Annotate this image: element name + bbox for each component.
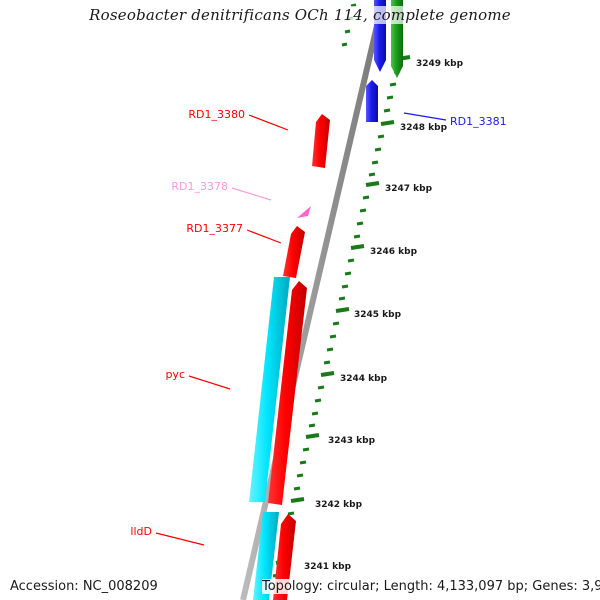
leader-line-RD1_3378 (231, 187, 272, 201)
feature-label-RD1_3380[interactable]: RD1_3380 (188, 108, 245, 121)
tick-label: 3248 kbp (400, 123, 448, 133)
tick-label: 3245 kbp (354, 310, 402, 320)
feature-glyph-lldD[interactable] (273, 514, 296, 600)
feature-glyph-RD1_3381[interactable] (366, 80, 378, 122)
tick-label: 3241 kbp (304, 562, 352, 572)
feature-glyph-RD1_3378[interactable] (297, 206, 311, 218)
feature-leader-lines (155, 112, 447, 546)
feature-glyph-blue-upper[interactable] (374, 0, 386, 72)
leader-line-RD1_3377 (246, 229, 282, 244)
tick-label: 3246 kbp (370, 247, 418, 257)
feature-labels[interactable]: RD1_3381 RD1_3380 RD1_3378 RD1_3377 pyc … (130, 108, 506, 538)
feature-glyph-lldD-cyan[interactable] (253, 512, 279, 600)
leader-line-RD1_3380 (248, 114, 289, 131)
feature-glyph-pyc-cyan[interactable] (249, 277, 290, 502)
leader-line-pyc (188, 375, 231, 390)
genome-summary-text: Topology: circular; Length: 4,133,097 bp… (262, 579, 600, 594)
genome-backbone (240, 0, 386, 600)
feature-label-RD1_3378[interactable]: RD1_3378 (171, 180, 228, 193)
leader-line-lldD (155, 532, 205, 546)
tick-label: 3249 kbp (416, 59, 464, 69)
accession-text: Accession: NC_008209 (10, 579, 158, 594)
feature-label-RD1_3381[interactable]: RD1_3381 (450, 115, 507, 128)
feature-label-lldD[interactable]: lldD (130, 525, 152, 538)
accession-value: Accession: NC_008209 (10, 579, 158, 594)
tick-label: 3244 kbp (340, 374, 388, 384)
leader-line-RD1_3381 (403, 112, 447, 121)
tick-label: 3243 kbp (328, 436, 376, 446)
feature-label-pyc[interactable]: pyc (165, 368, 185, 381)
tick-label: 3242 kbp (315, 500, 363, 510)
tick-label: 3247 kbp (385, 184, 433, 194)
ruler-tick-labels: 3249 kbp 3248 kbp 3247 kbp 3246 kbp 3245… (304, 59, 464, 572)
feature-glyph-pyc[interactable] (268, 281, 307, 505)
feature-glyph-RD1_3377[interactable] (283, 226, 305, 278)
feature-glyph-green[interactable] (391, 0, 403, 78)
genome-summary-value: Topology: circular; Length: 4,133,097 bp… (262, 579, 600, 594)
feature-label-RD1_3377[interactable]: RD1_3377 (186, 222, 243, 235)
feature-glyph-RD1_3380[interactable] (312, 114, 330, 168)
